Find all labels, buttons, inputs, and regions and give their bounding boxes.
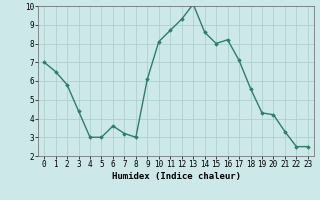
X-axis label: Humidex (Indice chaleur): Humidex (Indice chaleur) (111, 172, 241, 181)
